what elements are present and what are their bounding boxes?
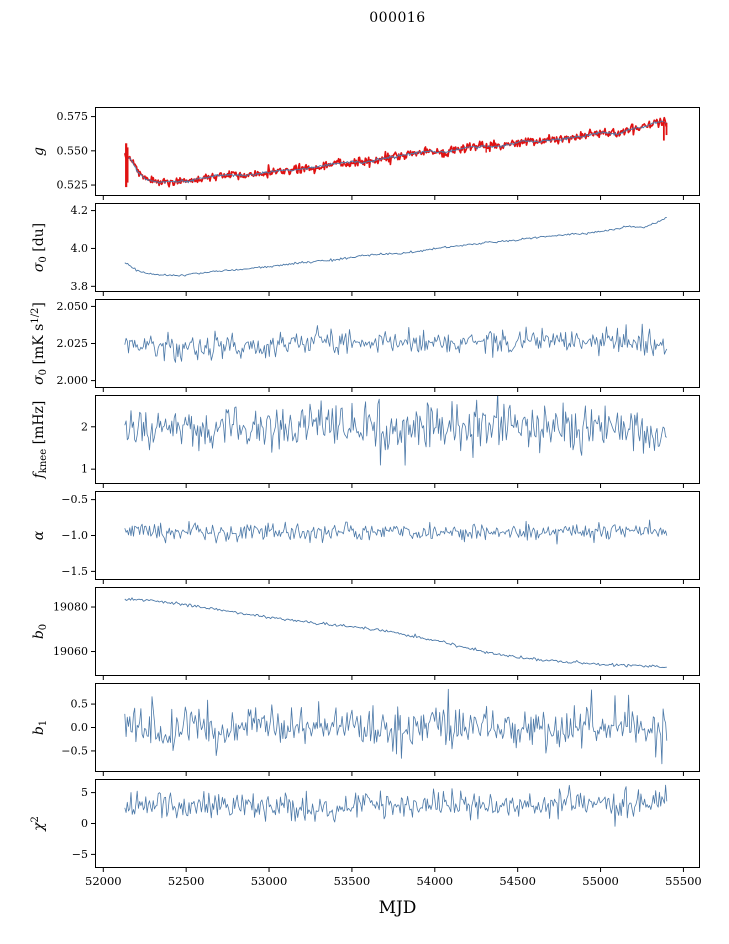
panels-container: 0.525 0.550 0.575 g 3.8 4.0 4.2 σ0 [du] 2.000 2.0… bbox=[30, 107, 702, 888]
panel-svg-alpha: −1.5 −1.0 −0.5 α bbox=[31, 491, 700, 584]
y-tick-label: 0.5 bbox=[71, 698, 89, 711]
y-tick-label: 0.575 bbox=[57, 110, 89, 123]
panel-frame bbox=[95, 107, 700, 196]
y-tick-label: 0.0 bbox=[71, 721, 89, 734]
panel-frame bbox=[95, 299, 700, 388]
y-tick-label: 2.050 bbox=[57, 300, 89, 313]
chart-title: 000016 bbox=[369, 10, 426, 26]
series-g-data-red bbox=[123, 116, 668, 188]
panel-sigma0-mks: 2.000 2.025 2.050 σ0 [mK s1/2] bbox=[30, 299, 700, 392]
y-tick-label: 3.8 bbox=[71, 280, 89, 293]
y-axis-label-sigma0-du: σ0 [du] bbox=[31, 223, 49, 272]
y-tick-label: 2.000 bbox=[57, 374, 89, 387]
y-tick-label: 0.550 bbox=[57, 144, 89, 157]
y-axis-label-b0: b0 bbox=[31, 624, 49, 639]
y-tick-label: 2 bbox=[81, 420, 88, 433]
series-sigma0-mks-line bbox=[124, 323, 668, 363]
panel-frame bbox=[95, 683, 700, 772]
y-tick-label: 4.0 bbox=[71, 242, 89, 255]
y-axis-label-g: g bbox=[31, 147, 47, 156]
series-group bbox=[124, 395, 667, 466]
series-group bbox=[123, 116, 668, 188]
panel-frame bbox=[95, 779, 700, 868]
panel-svg-sigma0-mks: 2.000 2.025 2.050 σ0 [mK s1/2] bbox=[30, 299, 700, 392]
y-tick-label: −0.5 bbox=[61, 493, 88, 506]
panel-svg-chi2: −5 0 5 52000 52500 53000 53500 54000 54500 55000 5… bbox=[30, 779, 702, 888]
y-tick-label: −0.5 bbox=[61, 744, 88, 757]
series-alpha-line bbox=[124, 519, 668, 545]
y-tick-label: 19060 bbox=[53, 645, 88, 658]
panel-frame bbox=[95, 203, 700, 292]
x-tick-label: 52000 bbox=[85, 874, 122, 888]
panel-svg-fknee: 1 2 fknee [mHz] bbox=[31, 395, 700, 488]
panel-b0: 19060 19080 b0 bbox=[31, 587, 700, 680]
y-tick-label: 4.2 bbox=[71, 204, 89, 217]
y-axis-label-alpha: α bbox=[31, 530, 47, 540]
panel-frame bbox=[95, 587, 700, 676]
panel-frame bbox=[95, 491, 700, 580]
y-tick-label: 1 bbox=[81, 463, 88, 476]
y-tick-label: 2.025 bbox=[57, 337, 89, 350]
series-group bbox=[124, 323, 668, 363]
panel-alpha: −1.5 −1.0 −0.5 α bbox=[31, 491, 700, 584]
series-fknee-line bbox=[124, 395, 667, 466]
panel-b1: −0.5 0.0 0.5 b1 bbox=[31, 683, 700, 776]
series-group bbox=[124, 597, 667, 668]
y-tick-label: −1.0 bbox=[61, 529, 88, 542]
x-tick-label: 54500 bbox=[499, 874, 536, 888]
y-axis-label-chi2: χ2 bbox=[30, 816, 47, 832]
series-b1-line bbox=[124, 688, 668, 765]
series-group bbox=[124, 688, 668, 765]
panel-g: 0.525 0.550 0.575 g bbox=[31, 107, 700, 200]
series-group bbox=[124, 784, 668, 827]
panel-sigma0-du: 3.8 4.0 4.2 σ0 [du] bbox=[31, 203, 700, 296]
y-tick-label: 5 bbox=[81, 786, 88, 799]
y-axis-label-fknee: fknee [mHz] bbox=[31, 401, 49, 480]
x-axis-title: MJD bbox=[378, 898, 417, 918]
x-tick-label: 54000 bbox=[416, 874, 453, 888]
series-g-fit-blue bbox=[124, 120, 668, 184]
x-tick-label: 53500 bbox=[334, 874, 371, 888]
series-sigma0-du-line bbox=[124, 217, 667, 277]
series-group bbox=[124, 217, 667, 277]
y-tick-label: 19080 bbox=[53, 601, 88, 614]
panel-svg-b0: 19060 19080 b0 bbox=[31, 587, 700, 680]
panel-chi2: −5 0 5 52000 52500 53000 53500 54000 54500 55000 5… bbox=[30, 779, 702, 888]
panel-fknee: 1 2 fknee [mHz] bbox=[31, 395, 700, 488]
series-b0-line bbox=[124, 597, 667, 668]
panel-svg-sigma0-du: 3.8 4.0 4.2 σ0 [du] bbox=[31, 203, 700, 296]
series-group bbox=[124, 519, 668, 545]
panel-frame bbox=[95, 395, 700, 484]
y-tick-label: −1.5 bbox=[61, 565, 88, 578]
y-tick-label: −5 bbox=[72, 848, 88, 861]
series-chi2-line bbox=[124, 784, 668, 827]
y-axis-label-sigma0-mks: σ0 [mK s1/2] bbox=[30, 302, 49, 385]
y-tick-label: 0 bbox=[81, 817, 88, 830]
y-axis-label-b1: b1 bbox=[31, 720, 49, 735]
x-tick-label: 55000 bbox=[582, 874, 619, 888]
x-tick-label: 52500 bbox=[168, 874, 205, 888]
x-tick-label: 53000 bbox=[251, 874, 288, 888]
panel-svg-g: 0.525 0.550 0.575 g bbox=[31, 107, 700, 200]
x-tick-label: 55500 bbox=[665, 874, 702, 888]
panel-svg-b1: −0.5 0.0 0.5 b1 bbox=[31, 683, 700, 776]
y-tick-label: 0.525 bbox=[57, 179, 89, 192]
